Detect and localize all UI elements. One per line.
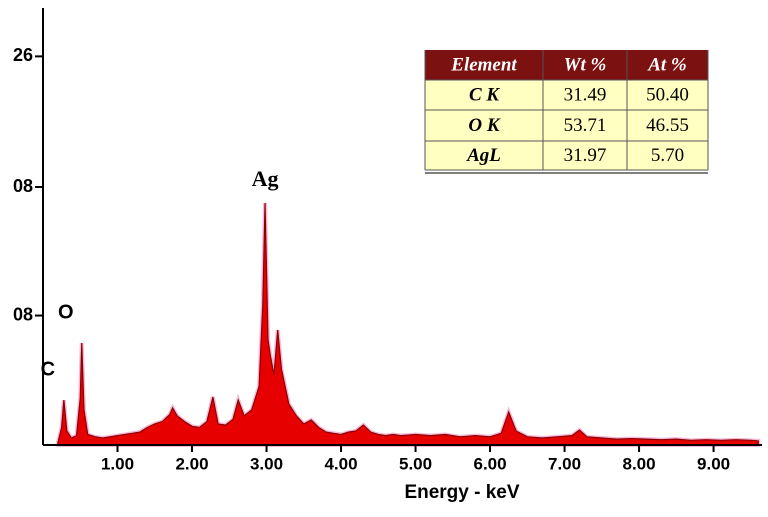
x-tick-label: 5.00: [399, 454, 432, 473]
spectrum-halo: [55, 202, 761, 447]
peak-label: Ag: [252, 166, 279, 191]
x-tick-label: 1.00: [101, 454, 134, 473]
table-cell: AgL: [466, 145, 501, 166]
peak-label: C: [41, 358, 55, 380]
x-axis-label: Energy - keV: [404, 482, 519, 503]
x-tick-label: 2.00: [175, 454, 208, 473]
spectrum: [57, 203, 759, 446]
table-cell: 31.49: [564, 84, 607, 105]
table-header-cell: Wt %: [564, 54, 607, 75]
table-body-bg: [425, 80, 708, 170]
y-tick-label: 26: [13, 45, 33, 65]
y-tick-label: 08: [13, 304, 33, 324]
x-tick-label: 6.00: [473, 454, 506, 473]
table-cell: 31.97: [564, 145, 607, 166]
table-header-cell: Element: [450, 54, 517, 75]
table-cell: 5.70: [651, 145, 684, 166]
x-tick-label: 4.00: [324, 454, 357, 473]
table-cell: 46.55: [646, 115, 689, 136]
table-cell: 50.40: [646, 84, 689, 105]
table-cell: O K: [468, 115, 500, 136]
table-cell: C K: [469, 84, 500, 105]
element-table: Element Wt % At % C K 31.49 50.40 O K 53.71 46.5…: [424, 50, 709, 174]
x-tick-label: 3.00: [250, 454, 283, 473]
x-tick-label: 8.00: [623, 454, 656, 473]
x-tick-label: 7.00: [548, 454, 581, 473]
y-tick-label: 08: [13, 176, 33, 196]
table-cell: 53.71: [564, 115, 607, 136]
table-header-cell: At %: [647, 54, 687, 75]
peak-label: O: [58, 301, 74, 323]
table-header-bg: [425, 50, 708, 80]
x-tick-label: 9.00: [697, 454, 730, 473]
